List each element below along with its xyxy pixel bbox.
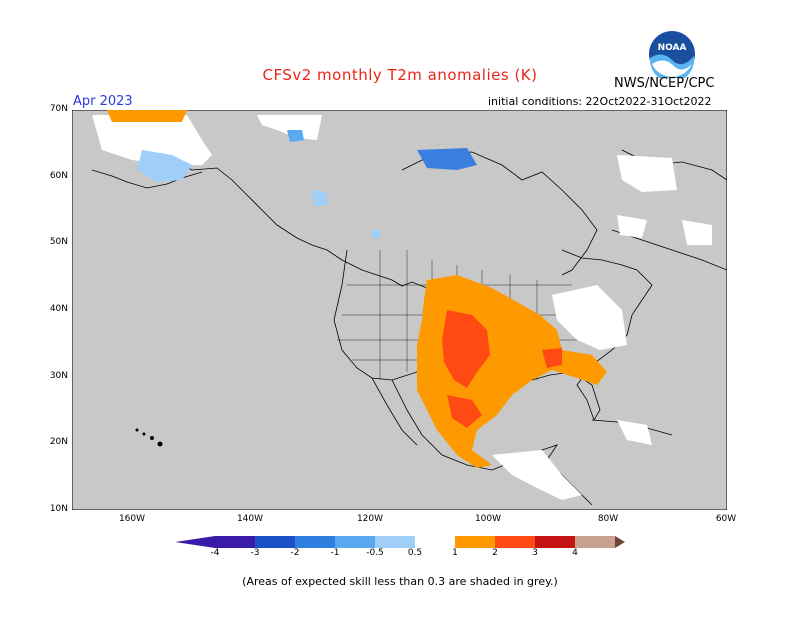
lat-label: 30N [49,371,68,381]
lat-label: 50N [49,237,68,247]
colorbar-swatch [295,536,335,548]
lat-label: 40N [49,304,68,314]
lon-label: 60W [715,514,737,524]
colorbar-swatch [335,536,375,548]
lon-label: 160W [118,514,146,524]
anomaly-map [72,110,727,510]
lat-label: 20N [49,437,68,447]
colorbar-swatch [255,536,295,548]
skill-footnote: (Areas of expected skill less than 0.3 a… [242,575,558,588]
colorbar-swatch [575,536,615,548]
colorbar-label: 4 [572,548,578,558]
colorbar [175,536,625,548]
forecast-month: Apr 2023 [73,94,133,109]
colorbar-swatch [415,536,455,548]
colorbar-label: -3 [250,548,260,558]
colorbar-label: 3 [532,548,538,558]
noaa-logo: NOAA [649,31,695,78]
colorbar-label: 0.5 [407,548,423,558]
colorbar-swatch [375,536,415,548]
colorbar-label: 1 [452,548,458,558]
colorbar-swatch [495,536,535,548]
colorbar-label: -0.5 [366,548,384,558]
colorbar-arrow-low [175,536,215,548]
colorbar-swatch [455,536,495,548]
svg-text:NOAA: NOAA [658,43,687,53]
lon-label: 140W [236,514,264,524]
colorbar-arrow-high [615,536,625,548]
colorbar-swatch [535,536,575,548]
lat-label: 70N [49,104,68,114]
agency-label: NWS/NCEP/CPC [614,76,715,91]
lon-label: 80W [597,514,619,524]
anomaly-areas [92,110,712,500]
colorbar-swatch [215,536,255,548]
lat-label: 10N [49,504,68,514]
initial-conditions: initial conditions: 22Oct2022-31Oct2022 [488,95,712,108]
colorbar-label: 2 [492,548,498,558]
colorbar-label: -4 [210,548,220,558]
colorbar-label: -1 [330,548,340,558]
chart-title: CFSv2 monthly T2m anomalies (K) [262,66,538,84]
lat-label: 60N [49,171,68,181]
colorbar-label: -2 [290,548,300,558]
lon-label: 120W [356,514,384,524]
lon-label: 100W [474,514,502,524]
